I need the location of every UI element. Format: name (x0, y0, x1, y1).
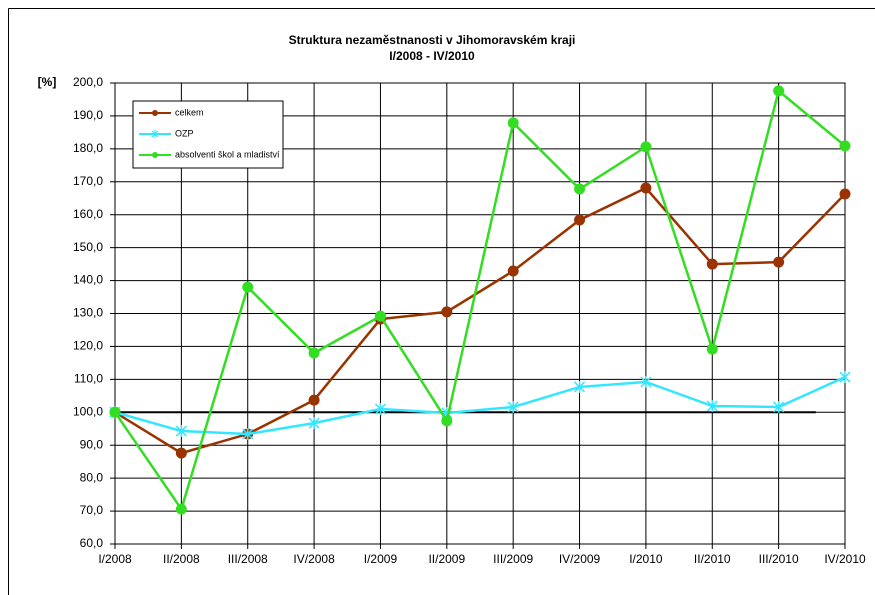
series-line (114, 186, 846, 455)
x-tick-label: IV/2009 (559, 552, 601, 566)
plot-border (114, 82, 846, 545)
chart-subtitle: I/2008 - IV/2010 (389, 49, 475, 63)
y-tick-label: 150,0 (73, 240, 103, 254)
legend-marker (152, 152, 158, 158)
marker (574, 380, 586, 393)
x-tick-label: II/2010 (694, 552, 731, 566)
marker (507, 117, 519, 129)
marker (308, 394, 320, 406)
marker (839, 371, 851, 384)
marker (640, 141, 652, 153)
y-tick-label: 70,0 (80, 503, 104, 517)
marker (574, 214, 586, 226)
y-axis-label: [%] (38, 75, 57, 89)
y-tick-label: 140,0 (73, 273, 103, 287)
marker (308, 347, 320, 359)
marker (441, 306, 453, 318)
y-tick-label: 100,0 (73, 404, 103, 418)
y-tick-label: 160,0 (73, 207, 103, 221)
marker (374, 402, 386, 415)
x-tick-label: I/2010 (629, 552, 663, 566)
x-tick-label: IV/2010 (824, 552, 866, 566)
series (109, 85, 851, 515)
x-tick-label: II/2009 (428, 552, 465, 566)
series-line (114, 375, 846, 436)
y-tick-label: 130,0 (73, 306, 103, 320)
legend-marker (151, 130, 159, 138)
marker (706, 258, 718, 270)
marker (175, 425, 187, 438)
y-tick-label: 170,0 (73, 174, 103, 188)
marker (706, 343, 718, 355)
marker (374, 310, 386, 322)
marker (773, 85, 785, 97)
y-tick-label: 80,0 (80, 470, 104, 484)
marker (773, 256, 785, 268)
marker (706, 400, 718, 413)
marker (242, 281, 254, 293)
y-tick-label: 120,0 (73, 339, 103, 353)
x-tick-label: III/2009 (493, 552, 533, 566)
y-tick-label: 90,0 (80, 437, 104, 451)
x-tick-label: II/2008 (163, 552, 200, 566)
y-tick-label: 180,0 (73, 141, 103, 155)
marker (109, 406, 121, 418)
marker (574, 183, 586, 195)
y-tick-label: 190,0 (73, 108, 103, 122)
marker (839, 188, 851, 200)
x-tick-label: III/2008 (228, 552, 268, 566)
series (109, 371, 851, 441)
marker (242, 428, 254, 441)
y-tick-label: 200,0 (73, 75, 103, 89)
x-tick-label: I/2009 (364, 552, 398, 566)
series-line (113, 88, 846, 512)
legend-marker (152, 110, 158, 116)
marker (640, 375, 652, 388)
chart-title: Struktura nezaměstnanosti v Jihomoravské… (289, 33, 576, 47)
legend-label: celkem (175, 107, 204, 117)
y-tick-label: 60,0 (80, 536, 104, 550)
marker (175, 503, 187, 515)
marker (640, 182, 652, 194)
marker (175, 447, 187, 459)
marker (839, 140, 851, 152)
y-tick-label: 110,0 (74, 372, 103, 386)
marker (507, 401, 519, 414)
marker (507, 265, 519, 277)
legend-label: OZP (175, 128, 194, 138)
x-tick-label: III/2010 (759, 552, 799, 566)
legend-label: absolventi škol a mladiství (175, 149, 280, 159)
marker (308, 417, 320, 430)
x-tick-label: I/2008 (98, 552, 132, 566)
marker (773, 401, 785, 414)
marker (441, 415, 453, 427)
x-tick-label: IV/2008 (293, 552, 335, 566)
